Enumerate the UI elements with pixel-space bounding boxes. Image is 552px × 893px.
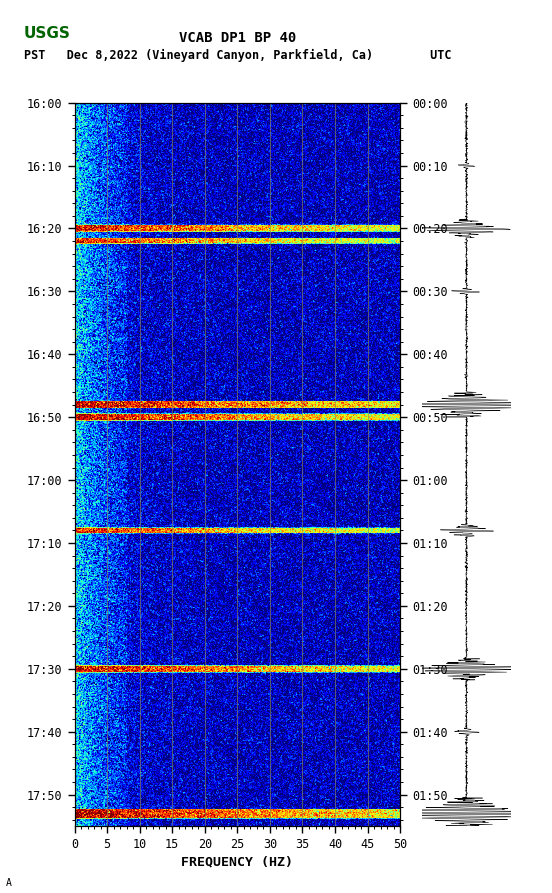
Text: USGS: USGS — [23, 26, 70, 40]
Text: VCAB DP1 BP 40: VCAB DP1 BP 40 — [179, 31, 296, 46]
Text: A: A — [6, 878, 12, 888]
X-axis label: FREQUENCY (HZ): FREQUENCY (HZ) — [182, 855, 293, 868]
Text: PST   Dec 8,2022 (Vineyard Canyon, Parkfield, Ca)        UTC: PST Dec 8,2022 (Vineyard Canyon, Parkfie… — [24, 49, 451, 62]
Polygon shape — [6, 4, 66, 38]
